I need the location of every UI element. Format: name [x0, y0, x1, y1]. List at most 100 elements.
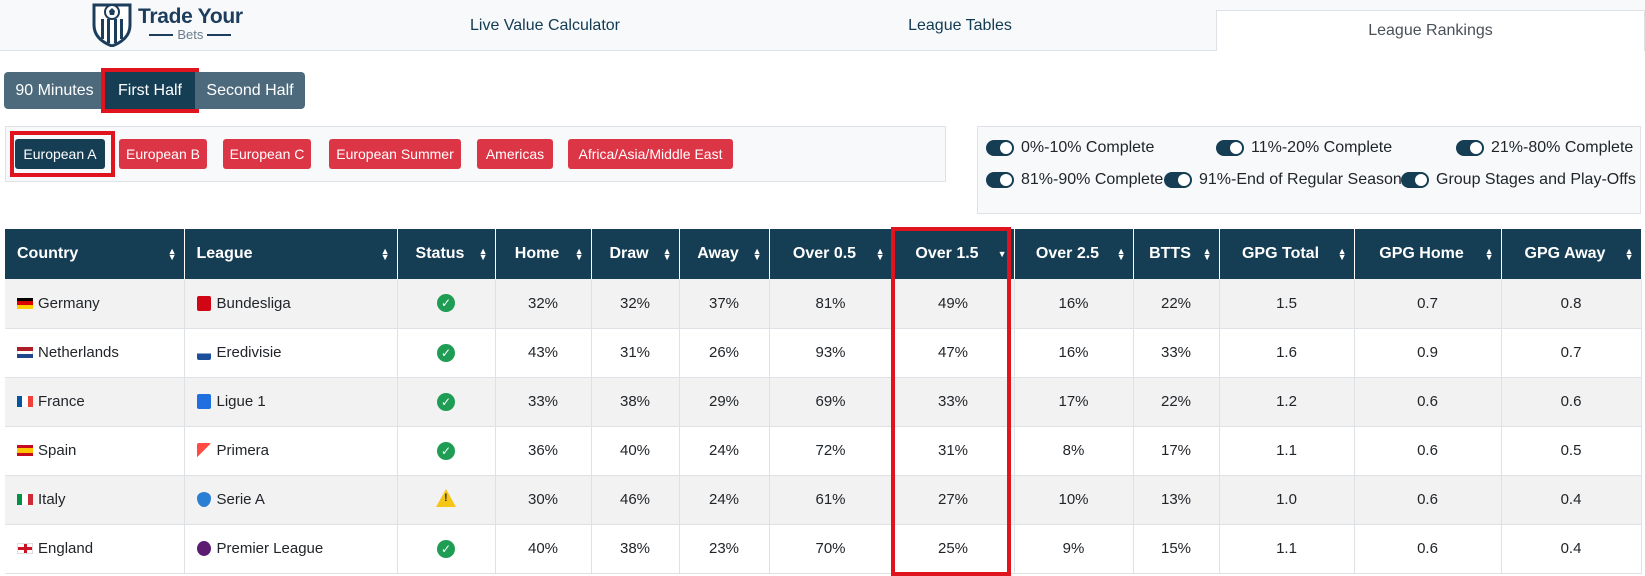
region-americas-button[interactable]: Americas	[477, 139, 553, 169]
gpg-total-value: 1.1	[1219, 524, 1355, 574]
country-name: Netherlands	[38, 344, 119, 361]
table-row: France Ligue 1 ✓ 33% 38% 29% 69% 33% 17%…	[5, 377, 1642, 427]
region-european-b-button[interactable]: European B	[119, 139, 207, 169]
gpg-away-value: 0.4	[1501, 524, 1642, 574]
draw-value: 46%	[591, 475, 680, 525]
tab-live-value-calculator[interactable]: Live Value Calculator	[469, 16, 620, 34]
away-value: 29%	[679, 377, 770, 427]
over-0-5-value: 81%	[769, 279, 893, 329]
column-header-away[interactable]: Away ▲ ▼	[679, 229, 770, 279]
league-name[interactable]: Serie A	[216, 491, 265, 508]
gpg-home-value: 0.9	[1354, 328, 1502, 378]
laliga-logo-icon	[196, 443, 211, 458]
sort-icon: ▲ ▼	[662, 246, 672, 262]
home-value: 36%	[495, 426, 592, 476]
toggle-11-20[interactable]: 11%-20% Complete	[1216, 139, 1392, 157]
over-0-5-value: 72%	[769, 426, 893, 476]
gpg-total-value: 1.1	[1219, 426, 1355, 476]
column-header-over-1-5[interactable]: Over 1.5 ▼	[892, 229, 1015, 279]
sort-icon: ▲ ▼	[1202, 246, 1212, 262]
column-header-btts[interactable]: BTTS ▲ ▼	[1133, 229, 1220, 279]
column-header-country[interactable]: Country ▲ ▼	[5, 229, 185, 279]
away-value: 26%	[679, 328, 770, 378]
region-africa-asia-middle-east-button[interactable]: Africa/Asia/Middle East	[568, 139, 733, 169]
draw-value: 38%	[591, 377, 680, 427]
over-1-5-value: 31%	[892, 426, 1015, 476]
country-name: Italy	[38, 491, 66, 508]
premier-league-logo-icon	[196, 541, 211, 556]
toggle-21-80[interactable]: 21%-80% Complete	[1456, 139, 1633, 157]
league-name[interactable]: Ligue 1	[216, 393, 266, 410]
france-flag-icon	[17, 396, 33, 407]
over-0-5-value: 70%	[769, 524, 893, 574]
toggle-91-end[interactable]: 91%-End of Regular Season	[1164, 171, 1402, 189]
region-european-summer-button[interactable]: European Summer	[329, 139, 461, 169]
status-ok-icon: ✓	[437, 294, 455, 313]
toggle-switch-icon[interactable]	[1401, 172, 1429, 188]
toggle-switch-icon[interactable]	[1216, 140, 1244, 156]
column-header-over-0-5[interactable]: Over 0.5 ▲ ▼	[769, 229, 893, 279]
away-value: 24%	[679, 475, 770, 525]
column-header-home[interactable]: Home ▲ ▼	[495, 229, 592, 279]
warning-icon	[436, 488, 456, 507]
btts-value: 13%	[1133, 475, 1220, 525]
period-first-half-button[interactable]: First Half	[101, 68, 199, 113]
gpg-away-value: 0.5	[1501, 426, 1642, 476]
region-european-c-button[interactable]: European C	[223, 139, 311, 169]
column-header-gpg-total[interactable]: GPG Total ▲ ▼	[1219, 229, 1355, 279]
column-header-draw[interactable]: Draw ▲ ▼	[591, 229, 680, 279]
tab-league-rankings[interactable]: League Rankings	[1216, 10, 1645, 51]
column-header-gpg-away[interactable]: GPG Away ▲ ▼	[1501, 229, 1642, 279]
period-90-minutes-button[interactable]: 90 Minutes	[4, 72, 105, 109]
league-name[interactable]: Primera	[216, 442, 270, 459]
over-1-5-value: 47%	[892, 328, 1015, 378]
tab-league-tables[interactable]: League Tables	[908, 16, 1012, 34]
england-flag-icon	[17, 543, 33, 554]
toggle-switch-icon[interactable]	[986, 140, 1014, 156]
italy-flag-icon	[17, 494, 33, 505]
over-2-5-value: 16%	[1014, 279, 1134, 329]
eredivisie-logo-icon	[196, 345, 211, 360]
toggle-group-stages[interactable]: Group Stages and Play-Offs	[1401, 171, 1636, 189]
country-name: Spain	[38, 442, 77, 459]
country-name: Germany	[38, 294, 100, 312]
over-1-5-value: 49%	[892, 279, 1015, 329]
gpg-home-value: 0.6	[1354, 524, 1502, 574]
gpg-total-value: 1.6	[1219, 328, 1355, 378]
country-name: France	[38, 393, 85, 410]
btts-value: 22%	[1133, 279, 1220, 329]
league-name[interactable]: Bundesliga	[216, 294, 291, 312]
period-second-half-button[interactable]: Second Half	[195, 72, 305, 109]
toggle-0-10[interactable]: 0%-10% Complete	[986, 139, 1154, 157]
status-ok-icon: ✓	[437, 343, 455, 362]
gpg-total-value: 1.5	[1219, 279, 1355, 329]
column-header-gpg-home[interactable]: GPG Home ▲ ▼	[1354, 229, 1502, 279]
table-header-row: Country ▲ ▼ League ▲ ▼ Status ▲ ▼ Home ▲ ▼ Draw ▲…	[5, 229, 1642, 279]
toggle-switch-icon[interactable]	[986, 172, 1014, 188]
toggle-label: 81%-90% Complete	[1021, 171, 1164, 188]
gpg-total-value: 1.2	[1219, 377, 1355, 427]
brand-logo[interactable]: Trade Your Bets	[90, 0, 243, 48]
draw-value: 40%	[591, 426, 680, 476]
over-2-5-value: 8%	[1014, 426, 1134, 476]
table-row: England Premier League ✓ 40% 38% 23% 70%…	[5, 524, 1642, 574]
germany-flag-icon	[17, 297, 33, 309]
column-header-league[interactable]: League ▲ ▼	[184, 229, 398, 279]
period-selector: 90 Minutes First Half Second Half	[4, 68, 305, 113]
league-name[interactable]: Premier League	[216, 540, 324, 557]
btts-value: 22%	[1133, 377, 1220, 427]
toggle-switch-icon[interactable]	[1164, 172, 1192, 188]
over-1-5-value: 27%	[892, 475, 1015, 525]
over-2-5-value: 9%	[1014, 524, 1134, 574]
btts-value: 15%	[1133, 524, 1220, 574]
column-header-over-2-5[interactable]: Over 2.5 ▲ ▼	[1014, 229, 1134, 279]
draw-value: 38%	[591, 524, 680, 574]
league-name[interactable]: Eredivisie	[216, 344, 282, 361]
column-header-status[interactable]: Status ▲ ▼	[397, 229, 496, 279]
toggle-81-90[interactable]: 81%-90% Complete	[986, 171, 1163, 189]
sort-icon: ▲ ▼	[478, 246, 488, 262]
region-european-a-button[interactable]: European A	[15, 139, 105, 169]
toggle-switch-icon[interactable]	[1456, 140, 1484, 156]
league-rankings-table: Country ▲ ▼ League ▲ ▼ Status ▲ ▼ Home ▲ ▼ Draw ▲…	[5, 229, 1642, 574]
sort-icon: ▲ ▼	[380, 246, 390, 262]
